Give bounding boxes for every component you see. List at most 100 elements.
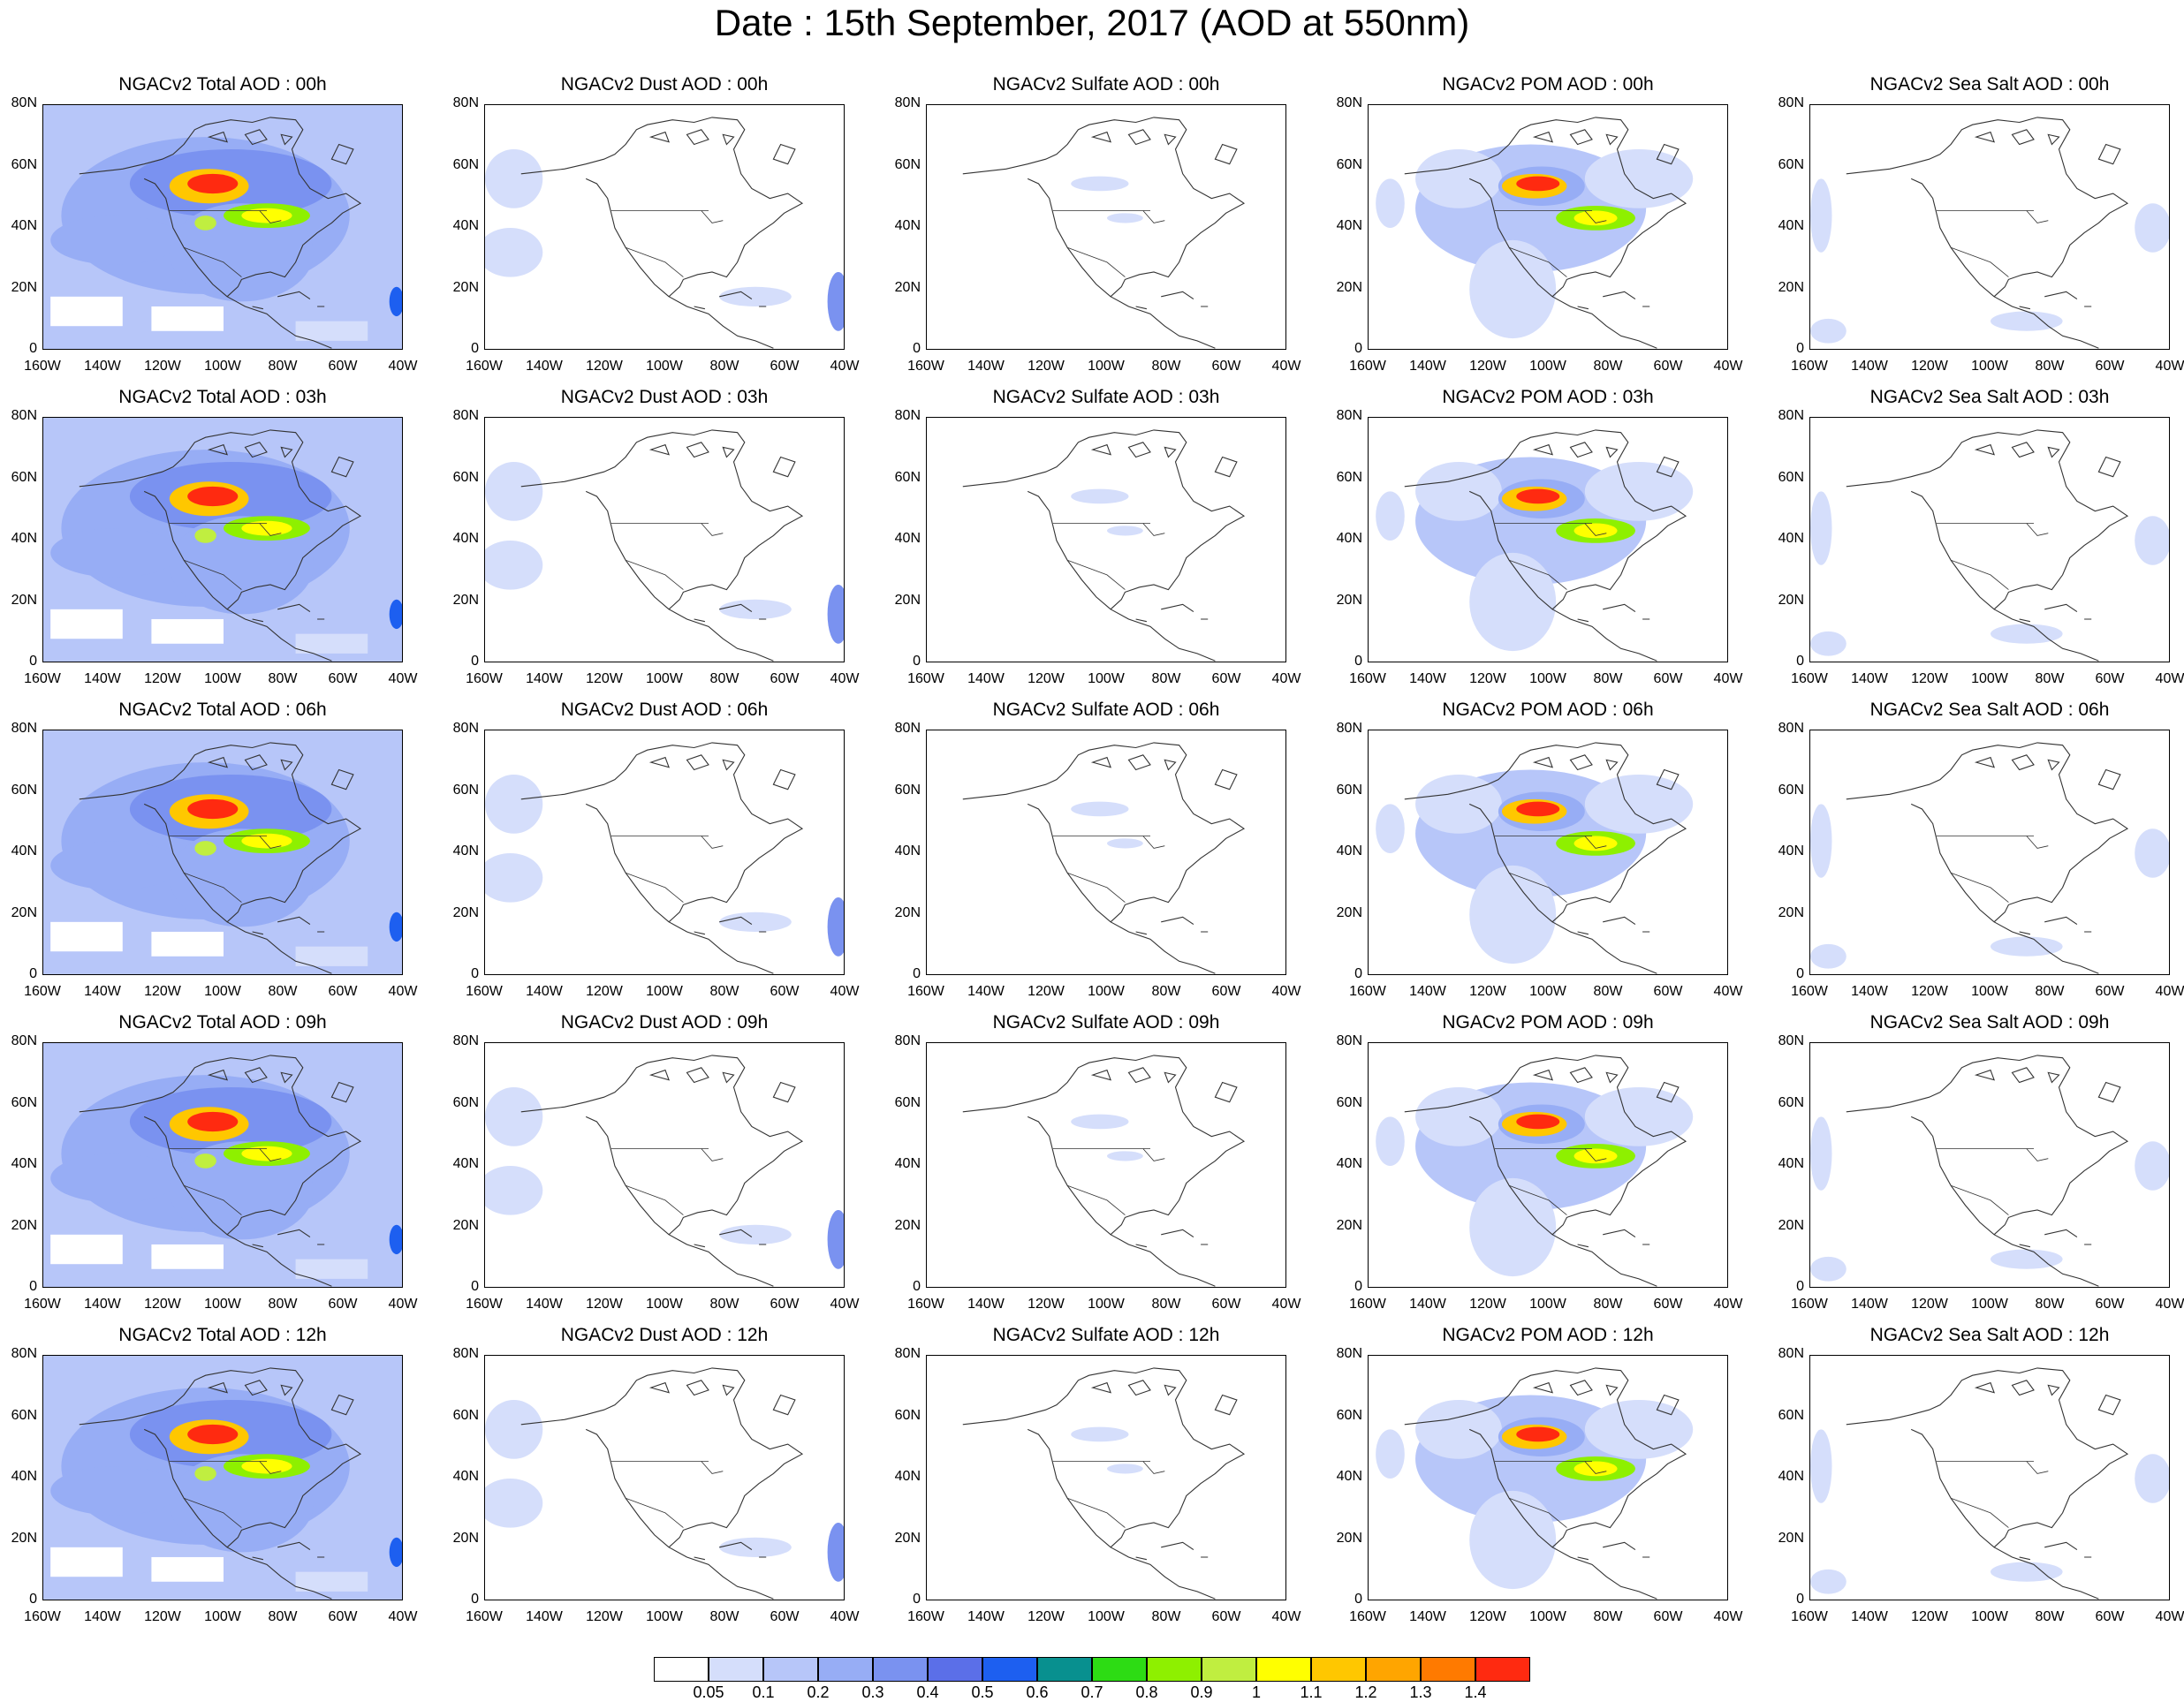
longitude-tick-label: 100W bbox=[1088, 1297, 1125, 1312]
latitude-tick-label: 0 bbox=[471, 1279, 479, 1294]
longitude-tick-label: 120W bbox=[1469, 1297, 1506, 1312]
coastline bbox=[520, 117, 804, 349]
aod-region bbox=[1376, 804, 1405, 853]
aod-region bbox=[2135, 1454, 2169, 1503]
latitude-tick-label: 0 bbox=[1796, 1279, 1804, 1294]
longitude-tick-label: 100W bbox=[1971, 1609, 2008, 1624]
colorbar-swatch bbox=[1256, 1657, 1311, 1682]
aod-region bbox=[719, 599, 792, 619]
longitude-tick-label: 60W bbox=[770, 984, 800, 999]
aod-region bbox=[295, 1571, 368, 1592]
aod-region bbox=[485, 1166, 543, 1215]
country-border bbox=[610, 210, 724, 277]
latitude-tick-label: 40N bbox=[452, 1156, 479, 1171]
aod-region bbox=[1516, 1426, 1560, 1442]
aod-region bbox=[1071, 488, 1129, 504]
colorbar-swatch bbox=[1366, 1657, 1421, 1682]
panel-title: NGACv2 Sea Salt AOD : 03h bbox=[1869, 387, 2110, 407]
longitude-tick-label: 160W bbox=[466, 984, 503, 999]
colorbar-swatch bbox=[654, 1657, 709, 1682]
latitude-tick-label: 20N bbox=[1778, 1217, 1804, 1233]
latitude-tick-label: 60N bbox=[11, 782, 37, 798]
aod-field bbox=[43, 1356, 402, 1600]
aod-region bbox=[241, 520, 292, 536]
longitude-tick-label: 140W bbox=[967, 984, 1005, 999]
coastline bbox=[79, 117, 362, 349]
country-border bbox=[1494, 836, 1607, 903]
coastline bbox=[1532, 754, 1680, 935]
longitude-tick-label: 80W bbox=[268, 1609, 298, 1624]
longitude-tick-label: 140W bbox=[967, 1297, 1005, 1312]
aod-region bbox=[1415, 775, 1502, 834]
latitude-tick-label: 40N bbox=[1778, 843, 1804, 859]
map-frame bbox=[484, 730, 845, 975]
latitude-tick-label: 80N bbox=[452, 95, 479, 110]
colorbar-swatch bbox=[1311, 1657, 1366, 1682]
aod-region bbox=[719, 912, 792, 932]
aod-region bbox=[1810, 318, 1847, 344]
latitude-tick-label: 40N bbox=[1336, 531, 1362, 546]
longitude-tick-label: 100W bbox=[1529, 359, 1566, 374]
longitude-tick-label: 100W bbox=[1529, 1609, 1566, 1624]
aod-region bbox=[295, 946, 368, 966]
panel-title: NGACv2 Dust AOD : 03h bbox=[560, 387, 769, 407]
latitude-tick-label: 80N bbox=[1336, 1346, 1362, 1361]
aod-region bbox=[1574, 523, 1618, 539]
panel-title: NGACv2 POM AOD : 06h bbox=[1442, 700, 1654, 720]
longitude-tick-label: 40W bbox=[1713, 1609, 1743, 1624]
longitude-tick-label: 160W bbox=[1791, 359, 1828, 374]
longitude-tick-label: 80W bbox=[709, 1297, 739, 1312]
latitude-tick-label: 40N bbox=[11, 1469, 37, 1484]
latitude-tick-label: 60N bbox=[11, 1407, 37, 1423]
longitude-tick-label: 80W bbox=[268, 671, 298, 686]
latitude-tick-label: 60N bbox=[1778, 156, 1804, 172]
coastline bbox=[1090, 442, 1238, 623]
latitude-tick-label: 40N bbox=[11, 843, 37, 859]
latitude-tick-label: 80N bbox=[1778, 95, 1804, 110]
longitude-tick-label: 40W bbox=[830, 1609, 860, 1624]
longitude-tick-label: 100W bbox=[646, 359, 683, 374]
aod-region bbox=[2135, 516, 2169, 565]
aod-region bbox=[194, 1466, 216, 1481]
map-frame bbox=[1809, 104, 2170, 350]
longitude-tick-label: 120W bbox=[1911, 359, 1948, 374]
longitude-tick-label: 100W bbox=[204, 1609, 241, 1624]
aod-field bbox=[43, 418, 402, 662]
latitude-tick-label: 0 bbox=[1354, 966, 1362, 981]
country-border bbox=[1494, 523, 1607, 590]
aod-region bbox=[485, 853, 543, 903]
aod-region bbox=[719, 1537, 792, 1557]
coastline bbox=[1974, 1380, 2121, 1561]
latitude-tick-label: 60N bbox=[452, 782, 479, 798]
longitude-tick-label: 160W bbox=[907, 1297, 944, 1312]
latitude-tick-label: 80N bbox=[452, 1033, 479, 1048]
latitude-tick-label: 60N bbox=[894, 469, 921, 485]
coastline bbox=[1532, 442, 1680, 623]
aod-region bbox=[1991, 624, 2063, 644]
aod-region bbox=[50, 216, 181, 265]
panel-title: NGACv2 Sea Salt AOD : 12h bbox=[1869, 1325, 2110, 1345]
longitude-tick-label: 120W bbox=[1028, 1297, 1065, 1312]
latitude-tick-label: 20N bbox=[1778, 904, 1804, 920]
longitude-tick-label: 40W bbox=[1713, 359, 1743, 374]
aod-region bbox=[827, 1210, 844, 1269]
aod-region bbox=[719, 286, 792, 306]
latitude-tick-label: 0 bbox=[29, 1279, 37, 1294]
longitude-tick-label: 60W bbox=[770, 359, 800, 374]
country-border bbox=[1052, 210, 1165, 277]
coastline bbox=[1846, 742, 2129, 974]
latitude-tick-label: 40N bbox=[452, 531, 479, 546]
coastline bbox=[1404, 1055, 1687, 1287]
latitude-tick-label: 80N bbox=[894, 1033, 921, 1048]
longitude-tick-label: 160W bbox=[24, 671, 61, 686]
longitude-tick-label: 140W bbox=[1851, 984, 1888, 999]
panel-title: NGACv2 Dust AOD : 12h bbox=[560, 1325, 769, 1345]
colorbar-swatch bbox=[873, 1657, 928, 1682]
aod-region bbox=[1810, 1256, 1847, 1282]
longitude-tick-label: 120W bbox=[586, 359, 623, 374]
coastline bbox=[962, 1055, 1246, 1287]
latitude-tick-label: 20N bbox=[11, 1217, 37, 1233]
aod-field bbox=[485, 429, 844, 662]
latitude-tick-label: 20N bbox=[11, 592, 37, 608]
map-frame bbox=[1368, 417, 1728, 662]
